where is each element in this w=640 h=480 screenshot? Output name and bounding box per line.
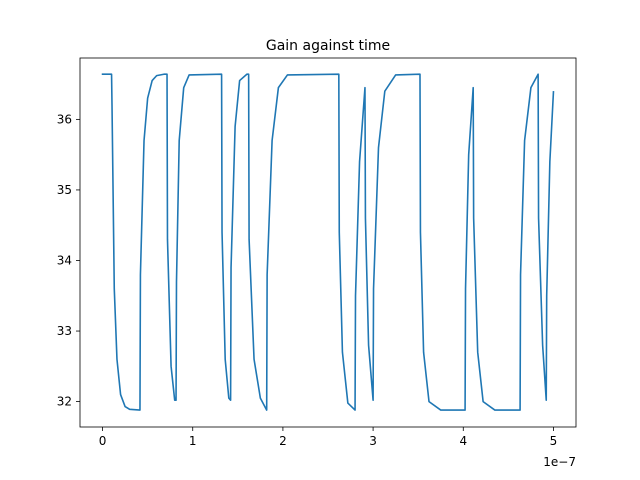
x-tick-label: 1: [189, 434, 197, 448]
x-tick-label: 4: [459, 434, 467, 448]
y-tick-label: 32: [57, 395, 72, 409]
y-tick-label: 35: [57, 183, 72, 197]
x-tick-label: 3: [369, 434, 377, 448]
x-ticks: 0 1 2 3 4 5: [99, 427, 558, 448]
y-ticks: 32 33 34 35 36: [57, 112, 80, 409]
x-tick-label: 0: [99, 434, 107, 448]
plot-frame: [79, 57, 577, 428]
y-tick-label: 36: [57, 112, 72, 126]
series-line: [101, 73, 555, 411]
x-offset-label: 1e−7: [543, 455, 576, 469]
x-tick-label: 5: [550, 434, 558, 448]
chart-title: Gain against time: [266, 38, 390, 54]
x-tick-label: 2: [279, 434, 287, 448]
y-tick-label: 33: [57, 324, 72, 338]
y-tick-label: 34: [57, 253, 72, 267]
